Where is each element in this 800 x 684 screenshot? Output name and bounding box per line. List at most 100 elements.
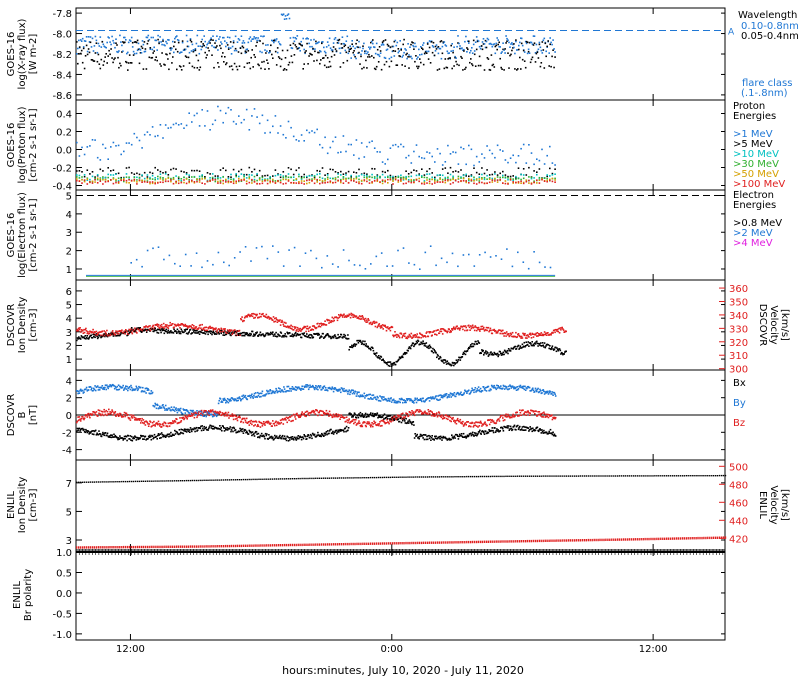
bz-point bbox=[280, 420, 282, 422]
proton-100mev-point bbox=[283, 183, 285, 185]
ion-density-point bbox=[354, 345, 356, 347]
bz-point bbox=[106, 415, 108, 417]
xray-point-short bbox=[326, 67, 328, 69]
xray-point-short bbox=[460, 56, 462, 58]
proton-5mev-point bbox=[497, 174, 499, 176]
xray-point-short bbox=[289, 62, 291, 64]
xray-point-short bbox=[111, 57, 113, 59]
velocity-point bbox=[79, 329, 81, 331]
proton-10mev-point bbox=[113, 174, 115, 176]
xray-point-short bbox=[118, 67, 120, 69]
xray-point-long bbox=[155, 40, 157, 42]
by-point bbox=[142, 387, 144, 389]
xray-point-long bbox=[327, 41, 329, 43]
proton-1mev-point bbox=[505, 159, 507, 161]
bx-point bbox=[207, 429, 209, 431]
by-point bbox=[137, 388, 139, 390]
bx-point bbox=[259, 437, 261, 439]
xray-point-long bbox=[83, 46, 85, 48]
bz-point bbox=[243, 422, 245, 424]
proton-30mev-point bbox=[212, 177, 214, 179]
xray-point-long bbox=[375, 53, 377, 55]
ion-density-point bbox=[310, 337, 312, 339]
xray-point-short bbox=[220, 48, 222, 50]
proton-100mev-point bbox=[217, 182, 219, 184]
xray-point-short bbox=[233, 42, 235, 44]
proton-1mev-point bbox=[92, 139, 94, 141]
proton-1mev-point bbox=[222, 122, 224, 124]
proton-1mev-point bbox=[369, 142, 371, 144]
xray-point-short bbox=[157, 39, 159, 41]
proton-100mev-point bbox=[418, 181, 420, 183]
panel-frame-enlil_polarity bbox=[76, 550, 725, 640]
velocity-point bbox=[426, 331, 428, 333]
xray-point-long bbox=[210, 37, 212, 39]
electron-2mev-point bbox=[484, 252, 486, 254]
xray-point-short bbox=[442, 53, 444, 55]
xray-point-long bbox=[393, 46, 395, 48]
xray-point-short bbox=[427, 43, 429, 45]
proton-10mev-point bbox=[165, 173, 167, 175]
xray-point-short bbox=[306, 43, 308, 45]
proton-10mev-point bbox=[502, 175, 504, 177]
proton-1mev-point bbox=[194, 115, 196, 117]
xray-point-short bbox=[510, 54, 512, 56]
ion-density-point bbox=[207, 334, 209, 336]
velocity-point bbox=[250, 315, 252, 317]
bz-point bbox=[285, 419, 287, 421]
bz-point bbox=[107, 411, 109, 413]
bz-point bbox=[201, 410, 203, 412]
bx-point bbox=[268, 434, 270, 436]
velocity-point bbox=[96, 331, 98, 333]
xray-point-long bbox=[458, 43, 460, 45]
y2tick-label: 500 bbox=[729, 462, 748, 473]
proton-30mev-point bbox=[215, 181, 217, 183]
bx-point bbox=[289, 439, 291, 441]
ion-density-point bbox=[265, 334, 267, 336]
bx-point bbox=[101, 436, 103, 438]
xray-point-long bbox=[482, 41, 484, 43]
proton-1mev-point bbox=[544, 163, 546, 165]
by-point bbox=[255, 392, 257, 394]
xray-point-short bbox=[205, 57, 207, 59]
xray-point-long bbox=[159, 36, 161, 38]
proton-1mev-point bbox=[335, 136, 337, 138]
electron-2mev-point bbox=[190, 265, 192, 267]
electron-2mev-point bbox=[403, 247, 405, 249]
by-point bbox=[253, 395, 255, 397]
bz-point bbox=[129, 417, 131, 419]
bx-point bbox=[156, 438, 158, 440]
proton-5mev-point bbox=[225, 170, 227, 172]
proton-5mev-point bbox=[181, 171, 183, 173]
xray-point-short bbox=[253, 54, 255, 56]
proton-1mev-point bbox=[201, 109, 203, 111]
proton-100mev-point bbox=[533, 182, 535, 184]
bx-point bbox=[151, 439, 153, 441]
xray-point-short bbox=[319, 63, 321, 65]
by-point bbox=[102, 385, 104, 387]
ion-density-point bbox=[416, 342, 418, 344]
proton-10mev-point bbox=[152, 175, 154, 177]
proton-10mev-point bbox=[283, 175, 285, 177]
xray-point-short bbox=[209, 42, 211, 44]
proton-50mev-point bbox=[468, 178, 470, 180]
ion-density-point bbox=[395, 364, 397, 366]
velocity-point bbox=[448, 329, 450, 331]
bz-point bbox=[225, 412, 227, 414]
ion-density-point bbox=[413, 346, 415, 348]
proton-50mev-point bbox=[450, 180, 452, 182]
proton-100mev-point bbox=[128, 179, 130, 181]
proton-5mev-point bbox=[280, 177, 282, 179]
bx-point bbox=[202, 428, 204, 430]
proton-30mev-point bbox=[544, 177, 546, 179]
xray-point-long bbox=[330, 47, 332, 49]
xray-point-long bbox=[549, 37, 551, 39]
xray-point-long bbox=[277, 52, 279, 54]
xray-point-long bbox=[448, 52, 450, 54]
ion-density-point bbox=[407, 350, 409, 352]
xray-point-short bbox=[479, 56, 481, 58]
proton-5mev-point bbox=[473, 167, 475, 169]
xray-point-long bbox=[521, 38, 523, 40]
xray-point-short bbox=[408, 67, 410, 69]
bz-point bbox=[81, 418, 83, 420]
